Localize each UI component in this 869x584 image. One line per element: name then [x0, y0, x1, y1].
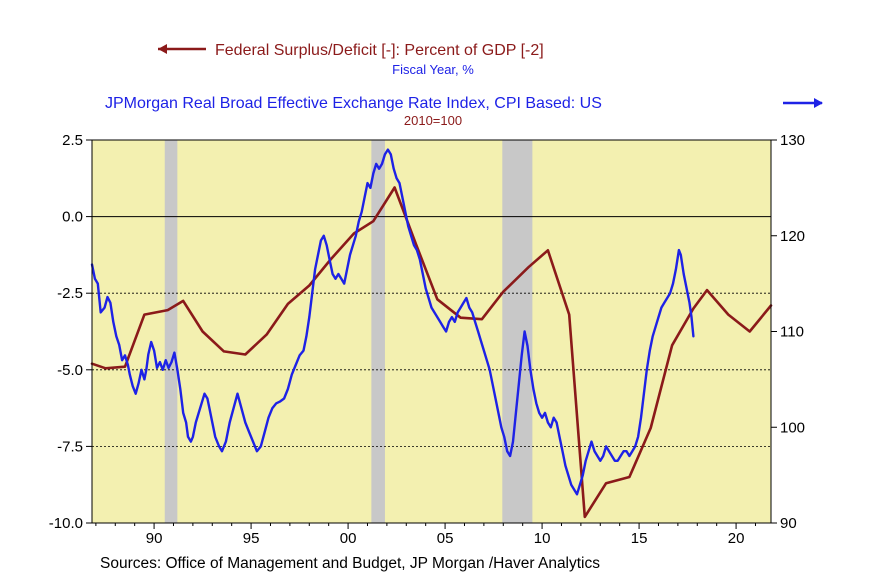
- plot-area: [92, 140, 771, 523]
- x-tick-label: 15: [631, 530, 648, 547]
- legend-deficit-arrowhead-icon: [158, 44, 167, 54]
- x-tick-label: 90: [146, 530, 163, 547]
- x-tick-label: 00: [340, 530, 357, 547]
- source-note: Sources: Office of Management and Budget…: [100, 555, 600, 572]
- x-tick-label: 10: [534, 530, 551, 547]
- legend-fx-sublabel: 2010=100: [404, 113, 462, 128]
- x-tick-label: 95: [243, 530, 260, 547]
- y-right-tick-label: 110: [780, 324, 804, 341]
- y-left-tick-label: -5.0: [57, 362, 83, 379]
- recession-band: [502, 140, 533, 523]
- recession-band: [164, 140, 178, 523]
- legend-fx-arrowhead-icon: [814, 98, 823, 108]
- x-tick-label: 05: [437, 530, 454, 547]
- y-left-tick-label: 2.5: [62, 132, 83, 149]
- y-left-tick-label: 0.0: [62, 209, 83, 226]
- y-left-tick-label: -2.5: [57, 285, 83, 302]
- series-line-deficit: [90, 186, 773, 519]
- recession-band: [371, 140, 385, 523]
- y-left-tick-label: -7.5: [57, 438, 83, 455]
- y-right-tick-label: 120: [780, 228, 805, 245]
- y-left-tick-label: -10.0: [49, 515, 83, 532]
- series-line-fx: [90, 148, 695, 496]
- legend-fx-label: JPMorgan Real Broad Effective Exchange R…: [105, 95, 602, 112]
- legend-fx: JPMorgan Real Broad Effective Exchange R…: [105, 95, 823, 128]
- series-lines: [90, 148, 773, 519]
- recession-bands: [164, 140, 533, 523]
- legend-deficit: Federal Surplus/Deficit [-]: Percent of …: [158, 42, 544, 77]
- reference-lines: [92, 216, 771, 447]
- y-right-tick-label: 100: [780, 419, 805, 436]
- legend-deficit-label: Federal Surplus/Deficit [-]: Percent of …: [215, 42, 544, 59]
- y-right-tick-label: 90: [780, 515, 797, 532]
- x-tick-label: 20: [728, 530, 745, 547]
- y-right-tick-label: 130: [780, 132, 805, 149]
- legend-deficit-sublabel: Fiscal Year, %: [392, 62, 474, 77]
- axes: 2.5 0.0 -2.5 -5.0 -7.5 -10.0 130 120 110 100 90 90 9…: [49, 132, 805, 547]
